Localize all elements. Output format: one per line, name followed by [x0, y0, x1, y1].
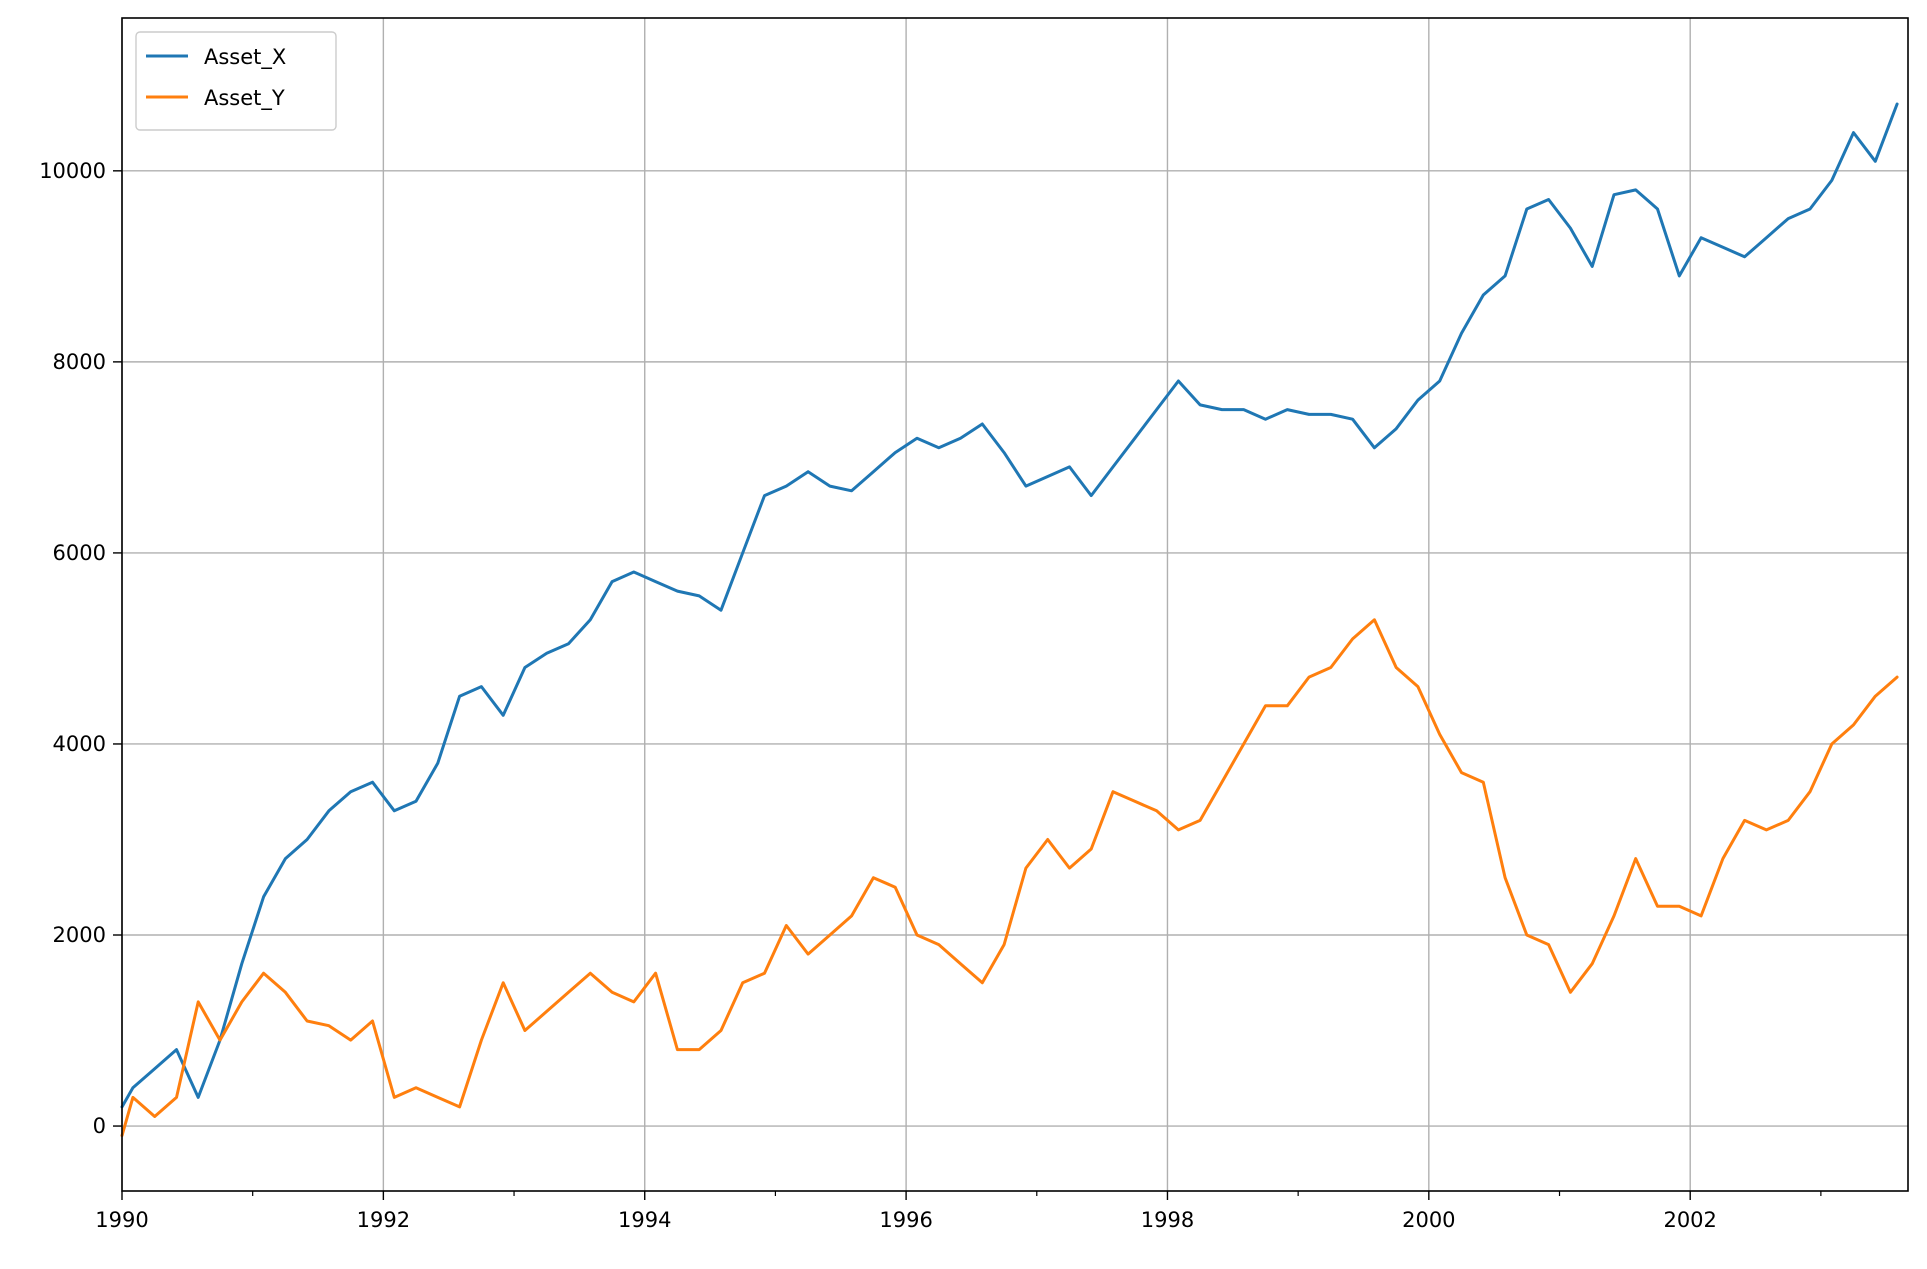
x-tick-label: 2000 — [1402, 1208, 1455, 1232]
x-tick-label: 1992 — [357, 1208, 410, 1232]
series-line-asset-x — [120, 102, 1899, 1109]
x-tick-label: 2002 — [1663, 1208, 1716, 1232]
plot-area-frame — [121, 17, 1909, 1192]
legend-label: Asset_Y — [204, 86, 285, 111]
y-axis: 0 2000 4000 6000 8000 10000 — [39, 159, 122, 1138]
series-line-asset-y — [120, 618, 1899, 1138]
y-tick-label: 0 — [93, 1114, 106, 1138]
y-tick-label: 6000 — [53, 541, 106, 565]
x-tick-label: 1994 — [618, 1208, 671, 1232]
y-tick-label: 10000 — [39, 159, 106, 183]
y-tick-label: 8000 — [53, 350, 106, 374]
y-tick-label: 2000 — [53, 923, 106, 947]
legend: Asset_X Asset_Y — [135, 31, 337, 131]
series-lines — [120, 102, 1899, 1138]
plot-area-background — [122, 18, 1908, 1191]
legend-label: Asset_X — [204, 45, 286, 70]
x-axis: 1990 1992 1994 1996 1998 2000 2002 — [95, 1191, 1822, 1232]
x-tick-label: 1990 — [95, 1208, 148, 1232]
x-tick-label: 1998 — [1141, 1208, 1194, 1232]
x-tick-label: 1996 — [879, 1208, 932, 1232]
y-tick-label: 4000 — [53, 732, 106, 756]
grid-lines — [121, 18, 1908, 1191]
